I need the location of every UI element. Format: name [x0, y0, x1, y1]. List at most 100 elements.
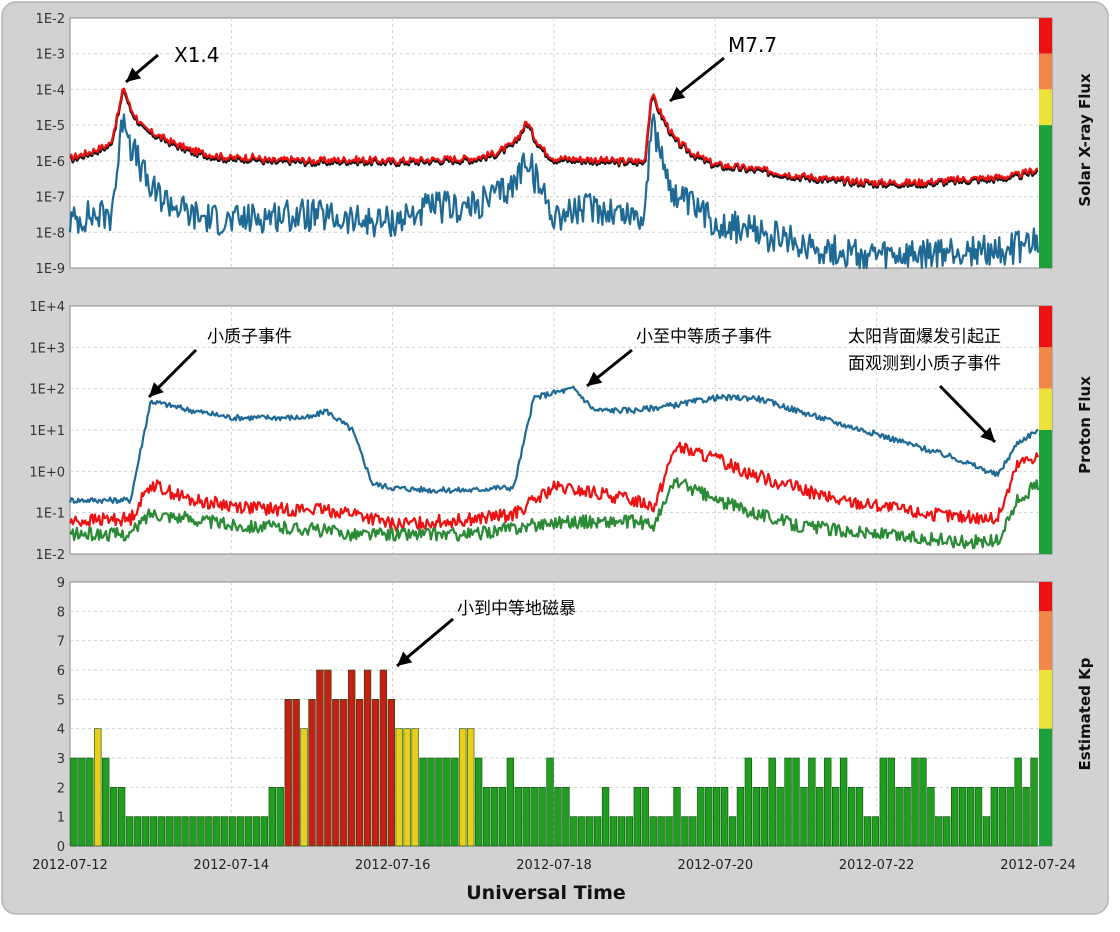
kp-bar: [522, 787, 530, 847]
scale-segment: [1039, 306, 1052, 348]
kp-bar: [752, 787, 760, 847]
kp-bar: [268, 787, 276, 847]
scale-segment: [1039, 18, 1052, 54]
kp-bar: [951, 787, 959, 847]
y-tick-label: 1E-2: [36, 12, 65, 27]
kp-bar: [927, 787, 935, 847]
y-tick-label: 8: [57, 605, 65, 620]
kp-bar: [78, 757, 86, 847]
severity-scale-kp: [1039, 582, 1052, 846]
annotation-text: 面观测到小质子事件: [848, 354, 1001, 374]
annotations-kp: 小到中等地磁暴: [396, 599, 576, 668]
kp-bar: [316, 669, 324, 847]
kp-bar: [189, 816, 197, 847]
scale-segment: [1039, 430, 1052, 554]
kp-bar: [379, 669, 388, 847]
kp-bar: [570, 816, 578, 847]
x-tick-label: 2012-07-22: [839, 858, 915, 873]
kp-bar: [895, 787, 903, 847]
x-tick-label: 2012-07-24: [1000, 858, 1076, 873]
kp-bar: [419, 757, 427, 847]
kp-bar: [824, 757, 832, 847]
annotation-arrow-head: [980, 427, 995, 442]
kp-bar: [974, 787, 983, 847]
kp-bar: [197, 816, 205, 847]
kp-bar: [839, 757, 848, 847]
scale-segment: [1039, 670, 1052, 729]
kp-bar: [808, 757, 816, 847]
kp-bar: [284, 699, 292, 847]
kp-bar: [482, 787, 491, 847]
kp-bar: [800, 787, 808, 847]
kp-bar: [213, 816, 221, 847]
kp-bar: [601, 787, 610, 847]
kp-bar: [871, 816, 880, 847]
kp-bar: [451, 757, 459, 847]
kp-bar: [435, 757, 443, 847]
series-line-black: [69, 89, 1039, 189]
kp-bar: [467, 728, 475, 847]
grid-proton: [70, 306, 1038, 554]
kp-bar: [943, 816, 951, 847]
kp-bar: [340, 699, 348, 847]
kp-bar: [935, 816, 943, 847]
series-line-blue: [68, 385, 1039, 505]
kp-bar: [1030, 757, 1038, 847]
kp-bar: [348, 669, 356, 847]
kp-bar: [697, 787, 705, 847]
kp-bar: [784, 757, 792, 847]
x-axis-title: Universal Time: [466, 882, 626, 904]
kp-bar: [744, 757, 753, 847]
kp-bar: [94, 728, 102, 847]
kp-bar: [681, 816, 689, 847]
kp-bar: [109, 787, 118, 847]
kp-bar: [586, 816, 594, 847]
x-tick-label: 2012-07-18: [516, 858, 592, 873]
y-tick-label: 1E-2: [36, 548, 65, 563]
annotation-arrow-head: [126, 67, 142, 82]
kp-bar: [363, 669, 372, 847]
y-tick-label: 1: [57, 811, 65, 826]
kp-bar: [205, 816, 213, 847]
x-tick-label: 2012-07-16: [355, 858, 431, 873]
y-tick-label: 1E-5: [36, 119, 65, 134]
y-tick-label: 7: [57, 635, 65, 650]
kp-bar: [308, 699, 316, 847]
kp-bar: [141, 816, 150, 847]
y-tick-label: 1E+4: [29, 300, 65, 315]
series-line-blue: [68, 113, 1040, 270]
kp-bar: [816, 787, 824, 847]
kp-bar: [395, 728, 403, 847]
kp-bar: [855, 787, 864, 847]
y-tick-label: 1E+1: [29, 424, 65, 439]
kp-bar: [443, 757, 451, 847]
series-line-red: [69, 87, 1039, 187]
kp-bar: [228, 816, 237, 847]
kp-bar: [990, 787, 999, 847]
kp-bar: [903, 787, 911, 847]
y-tick-label: 3: [57, 752, 65, 767]
series-xray: [68, 87, 1040, 270]
y-ticks-kp: 9 8 7 6 5 4 3 2 1 0: [57, 576, 65, 855]
kp-bar: [355, 699, 364, 847]
y-tick-label: 1E-3: [36, 48, 65, 63]
kp-bar: [768, 757, 776, 847]
kp-bar: [538, 787, 546, 847]
y-tick-label: 5: [57, 693, 65, 708]
kp-bar: [506, 757, 515, 847]
kp-bar: [554, 787, 562, 847]
kp-bar: [70, 757, 78, 847]
y-tick-label: 4: [57, 723, 65, 738]
series-proton: [68, 385, 1040, 550]
kp-bar: [1022, 787, 1030, 847]
kp-bar: [760, 787, 768, 847]
kp-bar: [236, 816, 245, 847]
y-tick-label: 1E-9: [36, 262, 65, 277]
kp-bar: [689, 816, 697, 847]
y-ticks-proton: 1E+4 1E+3 1E+2 1E+1 1E+0 1E-1 1E-2: [29, 300, 65, 563]
panel-label-proton: Proton Flux: [1076, 376, 1094, 474]
annotation-text: 小至中等质子事件: [636, 327, 772, 347]
kp-bar: [173, 816, 181, 847]
kp-bar: [720, 787, 729, 847]
